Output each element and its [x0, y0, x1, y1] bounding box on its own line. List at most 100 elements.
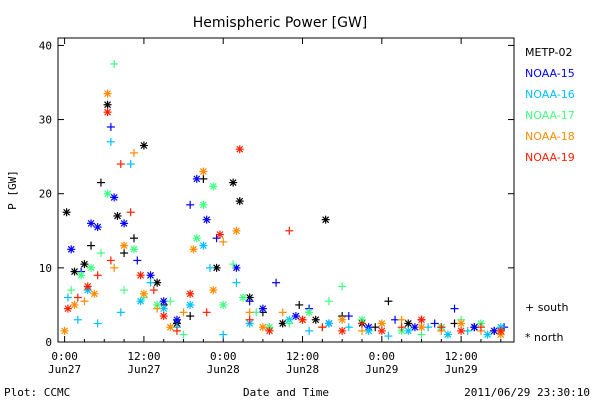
x-tick-date-label: Jun28 — [207, 363, 240, 376]
data-point-noaa-17 — [417, 330, 426, 339]
data-points — [60, 59, 509, 341]
data-point-noaa-17 — [87, 263, 96, 272]
data-point-noaa-15 — [93, 223, 102, 232]
data-point-noaa-16 — [364, 326, 373, 335]
marker-legend-entry: + south — [525, 301, 568, 314]
data-point-noaa-16 — [344, 323, 353, 332]
data-point-noaa-17 — [110, 59, 119, 68]
data-point-noaa-15 — [146, 271, 155, 280]
data-point-noaa-16 — [126, 160, 135, 169]
data-point-noaa-19 — [496, 326, 505, 335]
data-point-noaa-16 — [136, 297, 145, 306]
data-point-noaa-19 — [265, 326, 274, 335]
data-point-noaa-15 — [212, 234, 221, 243]
data-point-noaa-19 — [417, 315, 426, 324]
data-point-noaa-18 — [90, 289, 99, 298]
data-point-noaa-15 — [202, 215, 211, 224]
data-point-noaa-17 — [192, 234, 201, 243]
data-point-noaa-18 — [232, 226, 241, 235]
data-point-noaa-19 — [377, 326, 386, 335]
data-point-noaa-18 — [70, 300, 79, 309]
data-point-noaa-16 — [324, 319, 333, 328]
data-point-noaa-15 — [67, 245, 76, 254]
data-point-noaa-17 — [166, 297, 175, 306]
data-point-noaa-15 — [159, 297, 168, 306]
data-point-noaa-17 — [103, 189, 112, 198]
data-point-noaa-18 — [377, 319, 386, 328]
x-tick-date-label: Jun27 — [127, 363, 160, 376]
data-point-noaa-17 — [305, 308, 314, 317]
data-point-noaa-18 — [338, 315, 347, 324]
y-tick-label: 0 — [45, 336, 52, 349]
data-point-noaa-17 — [179, 330, 188, 339]
data-point-metp-02 — [186, 312, 195, 321]
data-point-noaa-15 — [344, 312, 353, 321]
data-point-noaa-16 — [146, 278, 155, 287]
plot-credit: Plot: CCMC — [4, 386, 70, 399]
data-point-noaa-17 — [285, 319, 294, 328]
data-point-metp-02 — [384, 297, 393, 306]
y-axis-label: P [GW] — [6, 170, 19, 210]
data-point-noaa-17 — [130, 245, 138, 254]
data-point-noaa-19 — [338, 326, 347, 335]
data-point-noaa-15 — [120, 219, 129, 228]
data-point-noaa-18 — [179, 308, 188, 317]
data-point-noaa-18 — [245, 308, 254, 317]
data-point-metp-02 — [70, 267, 79, 276]
data-point-noaa-18 — [278, 308, 287, 317]
data-point-noaa-16 — [232, 278, 241, 287]
legend-entry: NOAA-15 — [525, 67, 575, 80]
x-axis-label: Date and Time — [243, 386, 329, 399]
data-point-noaa-18 — [110, 263, 119, 272]
x-tick-time-label: 12:00 — [286, 350, 319, 363]
data-point-noaa-15 — [106, 122, 115, 131]
data-point-noaa-19 — [397, 323, 406, 332]
marker-legend-entry: * north — [525, 331, 564, 344]
data-point-noaa-19 — [476, 323, 485, 332]
data-point-noaa-15 — [110, 193, 119, 202]
data-point-noaa-16 — [73, 315, 82, 324]
data-point-noaa-15 — [192, 174, 201, 183]
x-tick-time-label: 0:00 — [210, 350, 237, 363]
data-point-noaa-16 — [384, 332, 393, 341]
data-point-noaa-18 — [457, 319, 466, 328]
data-point-noaa-16 — [206, 263, 214, 272]
data-point-noaa-19 — [136, 271, 145, 280]
x-tick-date-label: Jun28 — [286, 363, 319, 376]
data-point-noaa-17 — [199, 200, 208, 209]
data-point-metp-02 — [103, 100, 112, 109]
data-point-noaa-18 — [130, 148, 138, 157]
x-tick-date-label: Jun27 — [48, 363, 81, 376]
data-point-noaa-19 — [186, 289, 195, 298]
data-point-noaa-16 — [63, 293, 72, 302]
data-point-noaa-17 — [67, 286, 76, 295]
legend-entry: NOAA-18 — [525, 130, 575, 143]
data-point-noaa-18 — [153, 304, 162, 313]
data-point-noaa-19 — [149, 286, 158, 295]
legend-entry: NOAA-19 — [525, 151, 575, 164]
data-point-noaa-17 — [229, 260, 238, 269]
x-tick-time-label: 12:00 — [445, 350, 478, 363]
data-point-noaa-18 — [120, 241, 129, 250]
x-tick-time-label: 0:00 — [369, 350, 396, 363]
data-point-noaa-15 — [232, 263, 241, 272]
data-point-noaa-19 — [235, 145, 244, 154]
data-point-metp-02 — [321, 215, 330, 224]
data-point-noaa-15 — [258, 304, 267, 313]
plot-frame — [57, 37, 515, 343]
data-point-noaa-15 — [430, 319, 439, 328]
data-point-noaa-17 — [324, 297, 333, 306]
data-point-noaa-17 — [219, 300, 228, 309]
data-point-metp-02 — [80, 260, 89, 269]
data-point-noaa-16 — [106, 137, 115, 146]
y-tick-label: 30 — [39, 114, 52, 127]
x-tick-date-label: Jun29 — [365, 363, 398, 376]
data-point-noaa-19 — [73, 293, 82, 302]
data-point-noaa-18 — [166, 323, 175, 332]
data-point-noaa-15 — [172, 315, 181, 324]
data-point-noaa-19 — [116, 160, 125, 169]
data-point-noaa-19 — [318, 323, 327, 332]
data-point-noaa-19 — [63, 304, 72, 313]
timestamp: 2011/06/29 23:30:10 — [464, 386, 590, 399]
